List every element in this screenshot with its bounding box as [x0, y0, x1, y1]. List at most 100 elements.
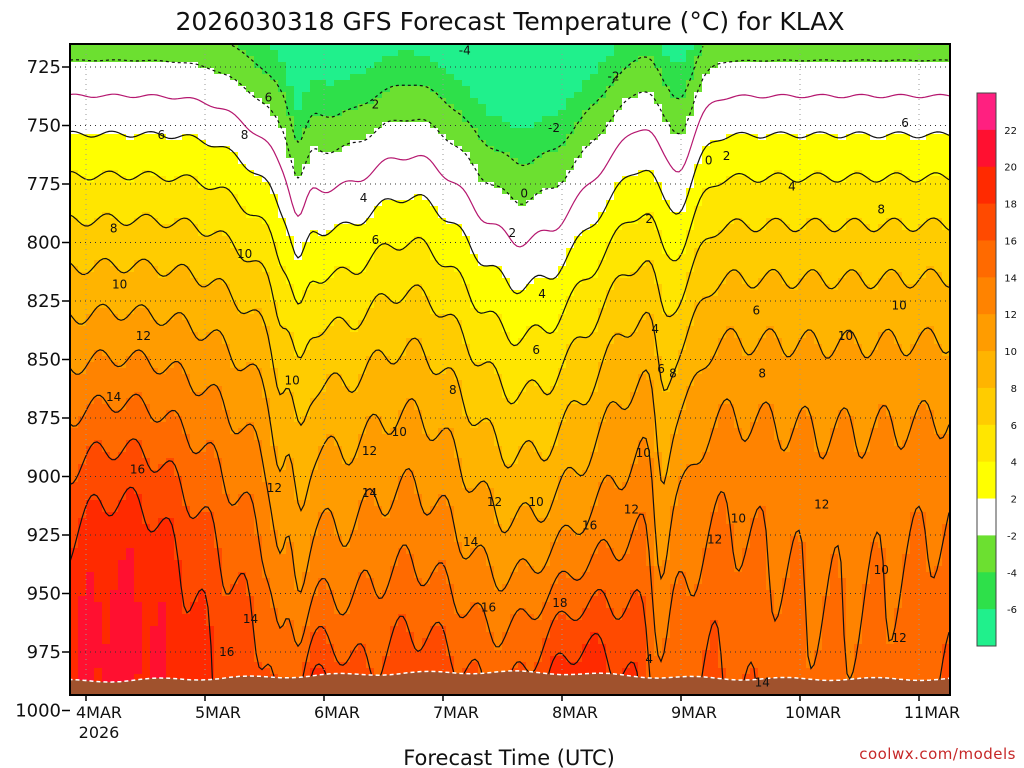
field-cell — [150, 260, 159, 267]
field-cell — [190, 236, 199, 243]
field-cell — [142, 50, 151, 57]
field-cell — [702, 278, 711, 285]
field-cell — [214, 146, 223, 153]
field-cell — [942, 104, 950, 111]
field-cell — [750, 164, 759, 171]
field-cell — [774, 128, 783, 135]
field-cell — [446, 110, 455, 117]
field-cell — [86, 272, 95, 279]
field-cell — [94, 200, 103, 207]
field-cell — [102, 200, 111, 207]
field-cell — [822, 218, 831, 225]
field-cell — [550, 128, 559, 135]
field-cell — [78, 86, 87, 93]
field-cell — [182, 86, 191, 93]
field-cell — [430, 68, 439, 75]
field-cell — [478, 92, 487, 99]
chart-title: 2026030318 GFS Forecast Temperature (°C)… — [175, 7, 844, 36]
field-cell — [718, 236, 727, 243]
field-cell — [822, 266, 831, 273]
field-cell — [774, 158, 783, 165]
field-cell — [646, 146, 655, 153]
field-cell — [486, 290, 495, 297]
field-cell — [230, 170, 239, 177]
field-cell — [270, 290, 279, 297]
field-cell — [926, 104, 935, 111]
field-cell — [262, 158, 271, 165]
field-cell — [798, 212, 807, 219]
field-cell — [630, 182, 639, 189]
field-cell — [318, 194, 327, 201]
field-cell — [886, 134, 895, 141]
field-cell — [302, 140, 311, 147]
field-cell — [406, 314, 415, 321]
field-cell — [174, 140, 183, 147]
field-cell — [302, 296, 311, 303]
field-cell — [238, 308, 247, 315]
field-cell — [678, 62, 687, 69]
field-cell — [414, 290, 423, 297]
field-cell — [878, 98, 887, 105]
field-cell — [526, 266, 535, 273]
field-cell — [734, 104, 743, 111]
field-cell — [358, 74, 367, 81]
field-cell — [462, 200, 471, 207]
field-cell — [566, 50, 575, 57]
field-cell — [678, 98, 687, 105]
field-cell — [190, 212, 199, 219]
field-cell — [918, 224, 927, 231]
field-cell — [158, 128, 167, 135]
field-cell — [614, 278, 623, 285]
field-cell — [798, 182, 807, 189]
field-cell — [318, 272, 327, 279]
field-cell — [302, 272, 311, 279]
field-cell — [166, 182, 175, 189]
field-cell — [758, 182, 767, 189]
field-cell — [726, 140, 735, 147]
field-cell — [110, 242, 119, 249]
field-cell — [302, 128, 311, 135]
field-cell — [494, 56, 503, 63]
field-cell — [606, 200, 615, 207]
field-cell — [86, 116, 95, 123]
field-cell — [182, 158, 191, 165]
field-cell — [742, 68, 751, 75]
field-cell — [870, 182, 879, 189]
field-cell — [590, 116, 599, 123]
field-cell — [374, 278, 383, 285]
field-cell — [110, 278, 119, 285]
field-cell — [774, 110, 783, 117]
field-cell — [606, 188, 615, 195]
field-cell — [318, 80, 327, 87]
field-cell — [406, 164, 415, 171]
field-cell — [734, 224, 743, 231]
field-cell — [822, 224, 831, 231]
field-cell — [830, 212, 839, 219]
field-cell — [70, 302, 79, 309]
field-cell — [518, 164, 527, 171]
field-cell — [878, 200, 887, 207]
field-cell — [438, 206, 447, 213]
field-cell — [822, 146, 831, 153]
field-cell — [222, 242, 231, 249]
field-cell — [646, 290, 655, 297]
field-cell — [374, 236, 383, 243]
field-cell — [102, 86, 111, 93]
field-cell — [630, 158, 639, 165]
field-cell — [934, 140, 943, 147]
field-cell — [134, 224, 143, 231]
field-cell — [782, 56, 791, 63]
field-cell — [742, 158, 751, 165]
field-cell — [366, 86, 375, 93]
field-cell — [550, 278, 559, 285]
field-cell — [798, 176, 807, 183]
field-cell — [198, 92, 207, 99]
field-cell — [630, 86, 639, 93]
field-cell — [494, 284, 503, 291]
field-cell — [478, 170, 487, 177]
field-cell — [190, 98, 199, 105]
field-cell — [894, 188, 903, 195]
field-cell — [782, 194, 791, 201]
field-cell — [566, 212, 575, 219]
field-cell — [486, 218, 495, 225]
